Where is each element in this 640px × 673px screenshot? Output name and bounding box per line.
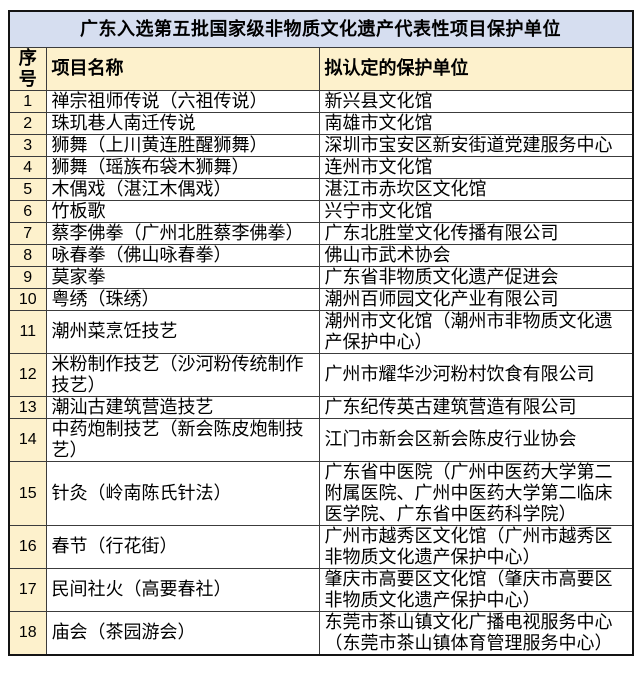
table-body: 1 禅宗祖师传说（六祖传说） 新兴县文化馆 2 珠玑巷人南迁传说 南雄市文化馆 3 狮舞（上川…: [8, 89, 634, 655]
project-name-cell: 潮汕古建筑营造技艺: [45, 395, 320, 419]
table-row: 13 潮汕古建筑营造技艺 广东纪传英古建筑营造有限公司: [8, 395, 634, 419]
table-row: 7 蔡李佛拳（广州北胜蔡李佛拳） 广东北胜堂文化传播有限公司: [8, 221, 634, 245]
row-index: 15: [8, 460, 47, 526]
table-row: 16 春节（行花街） 广州市越秀区文化馆（广州市越秀区非物质文化遗产保护中心）: [8, 524, 634, 569]
row-index: 10: [8, 287, 47, 311]
table-row: 14 中药炮制技艺（新会陈皮炮制技艺） 江门市新会区新会陈皮行业协会: [8, 417, 634, 462]
table-row: 12 米粉制作技艺（沙河粉传统制作技艺） 广州市耀华沙河粉村饮食有限公司: [8, 352, 634, 397]
row-index: 3: [8, 133, 47, 157]
protection-unit-cell: 新兴县文化馆: [318, 89, 634, 113]
project-name-cell: 春节（行花街）: [45, 524, 320, 569]
row-index: 13: [8, 395, 47, 419]
project-name-cell: 粤绣（珠绣）: [45, 287, 320, 311]
project-name-cell: 庙会（茶园游会）: [45, 610, 320, 655]
protection-unit-cell: 连州市文化馆: [318, 155, 634, 179]
row-index: 4: [8, 155, 47, 179]
project-name-cell: 莫家拳: [45, 265, 320, 289]
project-name-cell: 狮舞（瑶族布袋木狮舞）: [45, 155, 320, 179]
column-header-project-name: 项目名称: [45, 46, 320, 91]
row-index: 5: [8, 177, 47, 201]
row-index: 1: [8, 89, 47, 113]
protection-unit-cell: 东莞市茶山镇文化广播电视服务中心（东莞市茶山镇体育管理服务中心）: [318, 610, 634, 655]
project-name-cell: 咏春拳（佛山咏春拳）: [45, 243, 320, 267]
protection-unit-cell: 南雄市文化馆: [318, 111, 634, 135]
table-row: 2 珠玑巷人南迁传说 南雄市文化馆: [8, 111, 634, 135]
row-index: 9: [8, 265, 47, 289]
row-index: 14: [8, 417, 47, 462]
row-index: 7: [8, 221, 47, 245]
row-index: 17: [8, 567, 47, 612]
title-row: 广东入选第五批国家级非物质文化遗产代表性项目保护单位: [8, 10, 634, 48]
table-row: 9 莫家拳 广东省非物质文化遗产促进会: [8, 265, 634, 289]
row-index: 16: [8, 524, 47, 569]
protection-unit-cell: 潮州市文化馆（潮州市非物质文化遗产保护中心）: [318, 309, 634, 354]
table-row: 1 禅宗祖师传说（六祖传说） 新兴县文化馆: [8, 89, 634, 113]
table-row: 10 粤绣（珠绣） 潮州百师园文化产业有限公司: [8, 287, 634, 311]
project-name-cell: 米粉制作技艺（沙河粉传统制作技艺）: [45, 352, 320, 397]
row-index: 6: [8, 199, 47, 223]
table-row: 15 针灸（岭南陈氏针法） 广东省中医院（广州中医药大学第二附属医院、广州中医药大学…: [8, 460, 634, 526]
row-index: 8: [8, 243, 47, 267]
protection-unit-cell: 肇庆市高要区文化馆（肇庆市高要区非物质文化遗产保护中心）: [318, 567, 634, 612]
project-name-cell: 竹板歌: [45, 199, 320, 223]
protection-unit-cell: 广东纪传英古建筑营造有限公司: [318, 395, 634, 419]
column-header-index: 序号: [8, 46, 47, 91]
protection-unit-cell: 广东省中医院（广州中医药大学第二附属医院、广州中医药大学第二临床医学院、广东省中…: [318, 460, 634, 526]
row-index: 12: [8, 352, 47, 397]
protection-unit-cell: 佛山市武术协会: [318, 243, 634, 267]
page: 广东入选第五批国家级非物质文化遗产代表性项目保护单位 序号 项目名称 拟认定的保…: [8, 10, 635, 656]
project-name-cell: 蔡李佛拳（广州北胜蔡李佛拳）: [45, 221, 320, 245]
table-row: 17 民间社火（高要春社） 肇庆市高要区文化馆（肇庆市高要区非物质文化遗产保护中心）: [8, 567, 634, 612]
table-row: 8 咏春拳（佛山咏春拳） 佛山市武术协会: [8, 243, 634, 267]
table-row: 3 狮舞（上川黄连胜醒狮舞） 深圳市宝安区新安街道党建服务中心: [8, 133, 634, 157]
protection-unit-cell: 广州市耀华沙河粉村饮食有限公司: [318, 352, 634, 397]
project-name-cell: 潮州菜烹饪技艺: [45, 309, 320, 354]
header-row: 序号 项目名称 拟认定的保护单位: [8, 46, 634, 91]
protection-unit-cell: 深圳市宝安区新安街道党建服务中心: [318, 133, 634, 157]
project-name-cell: 狮舞（上川黄连胜醒狮舞）: [45, 133, 320, 157]
table-row: 11 潮州菜烹饪技艺 潮州市文化馆（潮州市非物质文化遗产保护中心）: [8, 309, 634, 354]
table-row: 4 狮舞（瑶族布袋木狮舞） 连州市文化馆: [8, 155, 634, 179]
protection-unit-cell: 广州市越秀区文化馆（广州市越秀区非物质文化遗产保护中心）: [318, 524, 634, 569]
protection-unit-cell: 广东北胜堂文化传播有限公司: [318, 221, 634, 245]
protection-unit-cell: 江门市新会区新会陈皮行业协会: [318, 417, 634, 462]
column-header-protection-unit: 拟认定的保护单位: [318, 46, 634, 91]
heritage-table: 广东入选第五批国家级非物质文化遗产代表性项目保护单位 序号 项目名称 拟认定的保…: [8, 10, 635, 656]
protection-unit-cell: 湛江市赤坎区文化馆: [318, 177, 634, 201]
row-index: 2: [8, 111, 47, 135]
row-index: 11: [8, 309, 47, 354]
table-row: 6 竹板歌 兴宁市文化馆: [8, 199, 634, 223]
project-name-cell: 禅宗祖师传说（六祖传说）: [45, 89, 320, 113]
table-row: 18 庙会（茶园游会） 东莞市茶山镇文化广播电视服务中心（东莞市茶山镇体育管理服务中…: [8, 610, 634, 655]
protection-unit-cell: 兴宁市文化馆: [318, 199, 634, 223]
table-row: 5 木偶戏（湛江木偶戏） 湛江市赤坎区文化馆: [8, 177, 634, 201]
project-name-cell: 针灸（岭南陈氏针法）: [45, 460, 320, 526]
project-name-cell: 木偶戏（湛江木偶戏）: [45, 177, 320, 201]
project-name-cell: 珠玑巷人南迁传说: [45, 111, 320, 135]
table-title: 广东入选第五批国家级非物质文化遗产代表性项目保护单位: [8, 10, 634, 48]
protection-unit-cell: 广东省非物质文化遗产促进会: [318, 265, 634, 289]
project-name-cell: 民间社火（高要春社）: [45, 567, 320, 612]
row-index: 18: [8, 610, 47, 655]
project-name-cell: 中药炮制技艺（新会陈皮炮制技艺）: [45, 417, 320, 462]
protection-unit-cell: 潮州百师园文化产业有限公司: [318, 287, 634, 311]
